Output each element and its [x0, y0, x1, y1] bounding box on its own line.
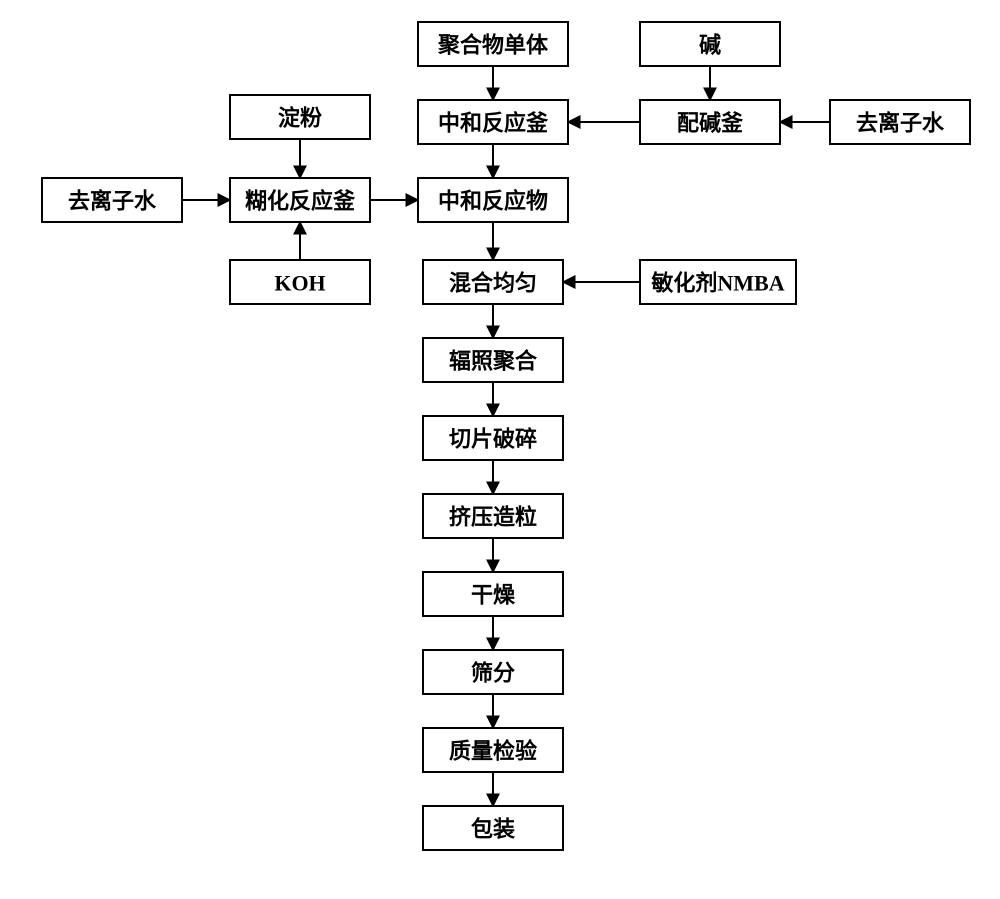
node-slice_crush: 切片破碎 — [423, 416, 563, 460]
node-di_water_r: 去离子水 — [830, 100, 970, 144]
node-di_water_l: 去离子水 — [42, 178, 182, 222]
node-label: 配碱釜 — [677, 111, 744, 136]
node-starch: 淀粉 — [230, 95, 370, 139]
node-label: 去离子水 — [68, 189, 157, 214]
node-label: 中和反应物 — [438, 189, 548, 214]
node-label: 切片破碎 — [449, 427, 537, 452]
node-dry: 干燥 — [423, 572, 563, 616]
node-polymer_monomer: 聚合物单体 — [418, 22, 568, 66]
nodes-layer: 聚合物单体碱淀粉中和反应釜配碱釜去离子水去离子水糊化反应釜中和反应物KOH混合均… — [42, 22, 970, 850]
node-neutral_product: 中和反应物 — [418, 178, 568, 222]
node-label: 包装 — [471, 817, 515, 842]
node-label: 中和反应釜 — [438, 111, 549, 136]
node-label: 质量检验 — [449, 739, 537, 764]
node-pack: 包装 — [423, 806, 563, 850]
node-label: 敏化剂NMBA — [650, 271, 784, 296]
node-alkali_tank: 配碱釜 — [640, 100, 780, 144]
node-mix: 混合均匀 — [423, 260, 563, 304]
node-sieve: 筛分 — [423, 650, 563, 694]
node-label: 筛分 — [471, 661, 515, 686]
node-label: 辐照聚合 — [449, 349, 538, 374]
node-label: KOH — [274, 271, 325, 296]
node-label: 聚合物单体 — [437, 33, 549, 58]
node-gel_reactor: 糊化反应釜 — [230, 178, 370, 222]
node-label: 去离子水 — [856, 111, 945, 136]
node-label: 淀粉 — [278, 106, 322, 131]
node-qc: 质量检验 — [423, 728, 563, 772]
node-label: 混合均匀 — [449, 271, 537, 296]
node-alkali: 碱 — [640, 22, 780, 66]
flowchart-diagram: 聚合物单体碱淀粉中和反应釜配碱釜去离子水去离子水糊化反应釜中和反应物KOH混合均… — [0, 0, 1000, 899]
node-irradiation: 辐照聚合 — [423, 338, 563, 382]
node-label: 挤压造粒 — [449, 505, 537, 530]
node-koh: KOH — [230, 260, 370, 304]
node-label: 碱 — [699, 33, 721, 58]
node-sensitizer: 敏化剂NMBA — [640, 260, 796, 304]
node-label: 干燥 — [471, 583, 516, 608]
node-neutral_reactor: 中和反应釜 — [418, 100, 568, 144]
node-extrude: 挤压造粒 — [423, 494, 563, 538]
node-label: 糊化反应釜 — [245, 189, 356, 214]
